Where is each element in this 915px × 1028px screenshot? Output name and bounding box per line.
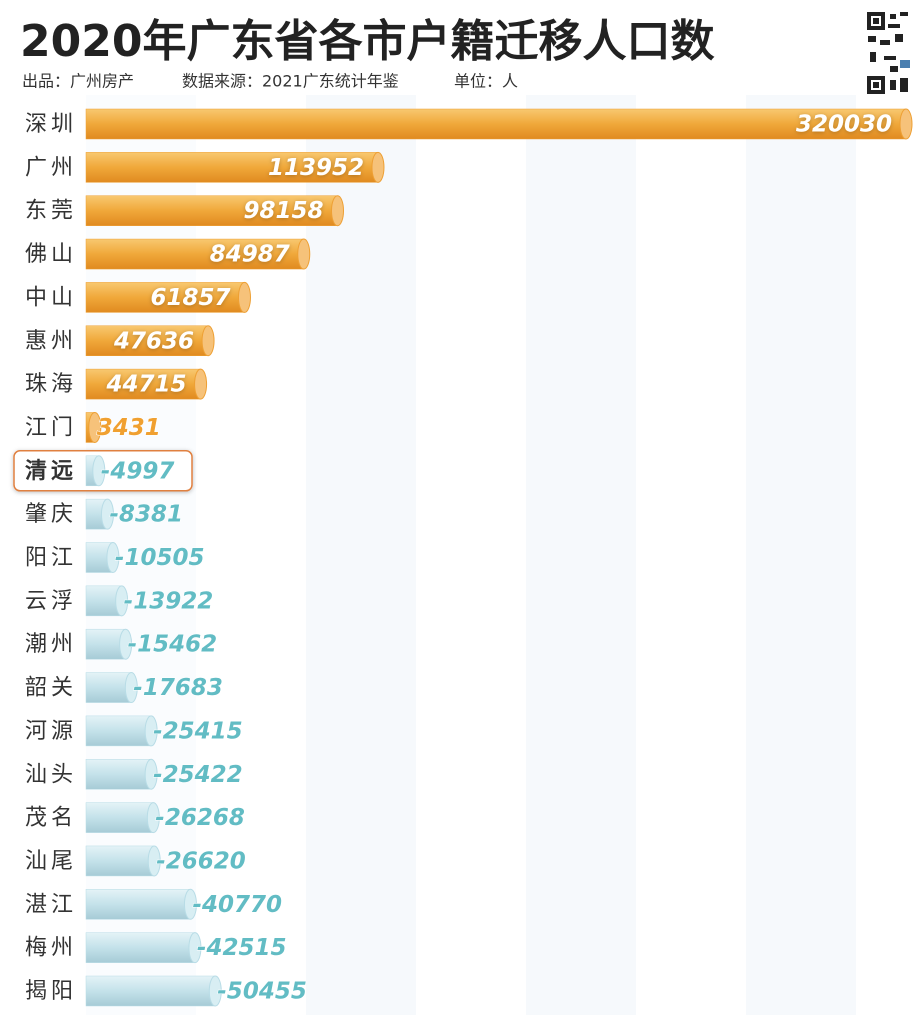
value-label: -4997 <box>101 458 175 484</box>
bar-cap <box>371 151 385 183</box>
category-label: 深圳 <box>25 112 77 137</box>
bar-cap <box>88 411 102 443</box>
bar <box>85 975 216 1007</box>
bar <box>85 195 338 226</box>
bar-cap <box>331 195 345 227</box>
bar <box>85 672 132 703</box>
credit: 单位：人 <box>454 72 518 91</box>
category-label: 中山 <box>25 285 77 310</box>
bar <box>85 759 152 790</box>
bar-cap <box>194 368 208 400</box>
category-label: 韶关 <box>25 676 77 701</box>
value-label: -26620 <box>156 848 246 874</box>
bar-cap <box>201 325 215 357</box>
bar-cap <box>115 585 129 617</box>
bar <box>85 889 191 920</box>
bar <box>85 628 126 660</box>
value-label: -25415 <box>153 718 243 744</box>
bar <box>85 282 245 313</box>
bar <box>85 108 907 140</box>
bar-cap <box>147 845 161 877</box>
value-label: -8381 <box>109 502 183 528</box>
category-label: 江门 <box>25 415 77 440</box>
category-label: 广州 <box>25 155 77 180</box>
value-label: -42515 <box>197 935 287 961</box>
value-label: 47636 <box>113 328 194 354</box>
category-label: 湛江 <box>25 892 77 917</box>
bar <box>85 802 154 833</box>
category-label: 潮州 <box>25 632 77 657</box>
bar <box>85 238 305 270</box>
category-label: 河源 <box>25 719 77 744</box>
bar-cap <box>106 542 120 573</box>
value-label: 98158 <box>243 198 323 224</box>
value-label: -40770 <box>192 892 282 918</box>
value-label: -26268 <box>155 805 245 831</box>
category-label: 梅州 <box>25 936 77 961</box>
bar-cap <box>92 455 106 487</box>
category-label: 汕尾 <box>25 849 77 874</box>
bar-cap <box>188 932 202 964</box>
category-label: 清远 <box>25 458 77 484</box>
value-label: -13922 <box>124 588 214 614</box>
category-label: 揭阳 <box>25 979 77 1004</box>
category-label: 茂名 <box>25 806 77 831</box>
bar-cap <box>100 498 114 530</box>
category-label: 云浮 <box>25 589 77 614</box>
bar <box>85 368 201 400</box>
bar-cap <box>144 715 158 747</box>
bar <box>85 715 152 747</box>
bar <box>85 152 379 183</box>
value-label: -50455 <box>217 979 307 1005</box>
bar-cap <box>899 108 913 140</box>
value-label: 3431 <box>97 415 161 441</box>
category-label: 肇庆 <box>25 502 77 527</box>
value-label: -10505 <box>115 545 205 571</box>
bar <box>85 845 155 877</box>
category-label: 阳江 <box>25 546 77 571</box>
category-label: 佛山 <box>25 242 77 267</box>
category-label: 惠州 <box>25 329 77 354</box>
category-label: 汕头 <box>25 762 77 787</box>
value-label: -25422 <box>153 762 243 788</box>
bar-cap <box>297 238 311 270</box>
chart-title: 2020年广东省各市户籍迁移人口数 <box>20 16 714 67</box>
value-label: -17683 <box>133 675 223 701</box>
bar-cap <box>146 802 160 834</box>
bar <box>85 932 196 963</box>
bar-cap <box>183 888 197 920</box>
value-label: 44715 <box>106 372 187 398</box>
category-label: 珠海 <box>25 372 77 397</box>
value-label: 320030 <box>796 112 892 138</box>
bar-cap <box>144 758 158 790</box>
value-label: 61857 <box>150 285 230 311</box>
bar-cap <box>208 975 222 1007</box>
bar-cap <box>237 281 251 313</box>
bar-cap <box>124 672 138 704</box>
bar-cap <box>119 628 133 660</box>
credit: 出品：广州房产 <box>22 72 134 91</box>
qr-code <box>866 10 912 96</box>
category-label: 东莞 <box>25 199 77 224</box>
value-label: -15462 <box>128 632 218 658</box>
value-label: 84987 <box>210 242 290 268</box>
credit: 数据来源：2021广东统计年鉴 <box>182 72 399 91</box>
bar <box>85 325 209 356</box>
value-label: 113952 <box>268 155 364 181</box>
